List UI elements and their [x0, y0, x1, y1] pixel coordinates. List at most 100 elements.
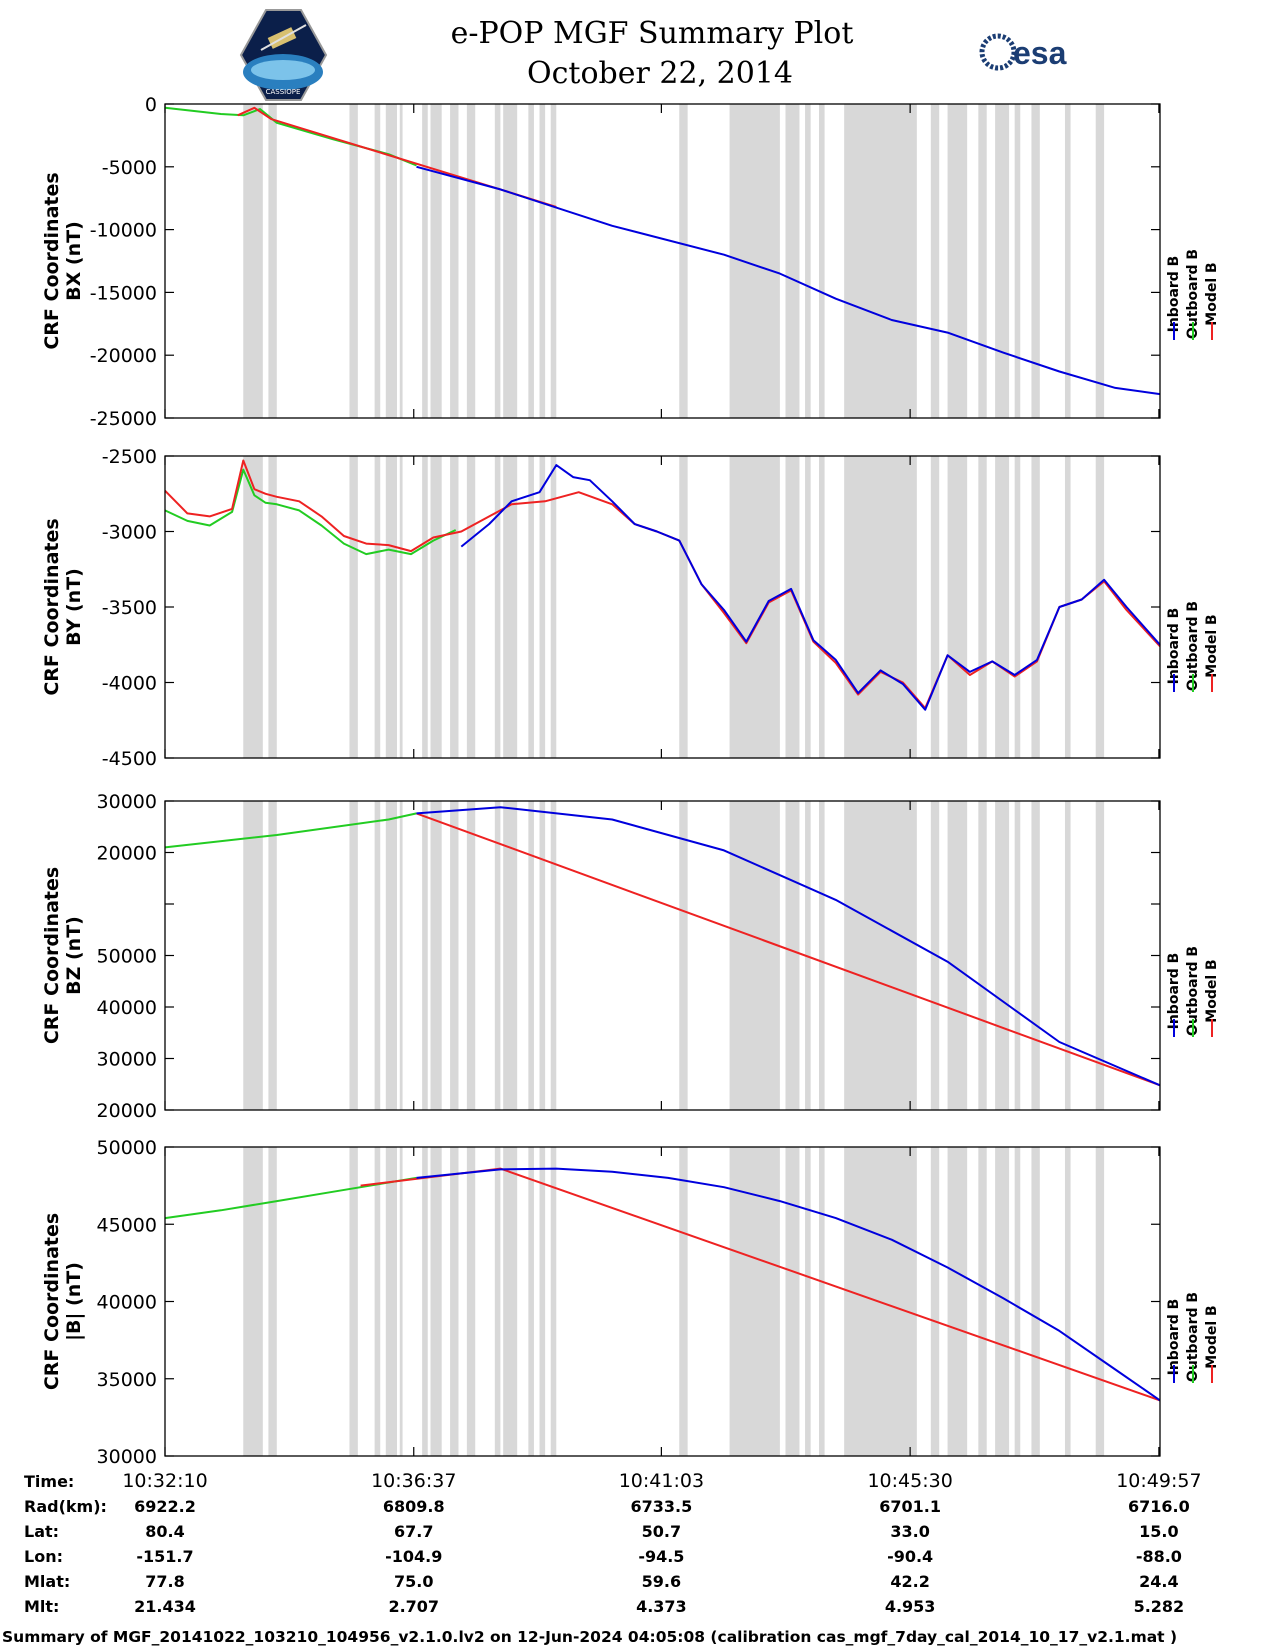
gap-band	[805, 1147, 811, 1456]
gap-band	[995, 1147, 1010, 1456]
gap-band	[679, 456, 688, 758]
gap-band	[1095, 1147, 1105, 1456]
gap-band	[422, 104, 428, 418]
gap-band	[1064, 1147, 1071, 1456]
gap-band	[930, 456, 940, 758]
gap-band	[430, 801, 442, 1110]
gap-band	[494, 456, 501, 758]
plot-frame	[164, 455, 1161, 759]
title-line1: e-POP MGF Summary Plot	[451, 16, 854, 51]
y-tick-label: 35000	[97, 1369, 157, 1391]
gap-band	[374, 104, 381, 418]
orbit-cell-lat: 80.4	[145, 1522, 184, 1541]
y-tick-label: -20000	[90, 345, 157, 367]
x-tick-labels: 10:32:10 10:36:37 10:41:03 10:45:30 10:49:57	[122, 1470, 1201, 1492]
gap-band	[385, 456, 397, 758]
gap-band	[947, 801, 968, 1110]
orbit-cell-lon: -90.4	[887, 1547, 933, 1566]
gap-band	[1064, 104, 1071, 418]
orbit-cell-lon: -151.7	[136, 1547, 193, 1566]
gap-band	[550, 456, 557, 758]
gap-band	[399, 1147, 403, 1456]
gap-band	[494, 104, 501, 418]
gap-band	[494, 801, 501, 1110]
y-axis-label-line2: BX (nT)	[63, 221, 85, 301]
gap-band	[466, 1147, 476, 1456]
orbit-cell-mlt: 2.707	[388, 1597, 439, 1616]
orbit-cell-lat: 15.0	[1139, 1522, 1178, 1541]
gap-band	[819, 1147, 825, 1456]
gap-band	[422, 456, 428, 758]
gap-band	[399, 104, 403, 418]
gap-band	[430, 1147, 442, 1456]
y-tick-label: 30000	[97, 1049, 157, 1071]
y-tick-label: 30000	[97, 791, 157, 813]
gap-band	[930, 104, 940, 418]
esa-logo: esa	[979, 33, 1067, 71]
orbit-cell-rad: 6701.1	[879, 1497, 941, 1516]
y-tick-label: -4000	[102, 673, 157, 695]
gap-band	[1095, 104, 1105, 418]
y-tick-label: 20000	[97, 1100, 157, 1122]
orbit-table: Time: Rad(km): 6922.2 6809.8 6733.5 6701.1 671…	[24, 1472, 1190, 1616]
gap-band	[494, 1147, 501, 1456]
y-tick-label: -4500	[102, 748, 157, 770]
orbit-cell-mlat: 24.4	[1139, 1572, 1178, 1591]
plot-frame	[164, 103, 1161, 419]
gap-band	[243, 1147, 263, 1456]
plot-frame	[164, 1146, 1161, 1457]
orbit-cell-mlat: 77.8	[145, 1572, 184, 1591]
y-axis-label-line1: CRF Coordinates	[41, 867, 63, 1044]
gap-band	[466, 801, 476, 1110]
orbit-cell-mlt: 4.373	[636, 1597, 687, 1616]
gap-band	[450, 801, 459, 1110]
gap-band	[528, 456, 534, 758]
y-tick-label: -3500	[102, 597, 157, 619]
series-line-outboard-b	[164, 468, 457, 556]
gap-band	[995, 801, 1010, 1110]
orbit-cell-mlt: 4.953	[885, 1597, 936, 1616]
gap-band	[1031, 1147, 1040, 1456]
gap-band	[268, 801, 277, 1110]
gap-band	[947, 104, 968, 418]
y-tick-label: 50000	[97, 946, 157, 968]
y-tick-label: -25000	[90, 408, 157, 430]
gap-band	[349, 104, 358, 418]
gap-band	[466, 456, 476, 758]
gap-band	[450, 1147, 459, 1456]
gap-band	[399, 456, 403, 758]
gap-band	[805, 456, 811, 758]
gap-band	[528, 801, 534, 1110]
gap-band	[385, 104, 397, 418]
gap-band	[995, 456, 1010, 758]
bz-panel: 30000 20000 50000 40000 30000 20000 CRF Coordi…	[41, 791, 1220, 1122]
gap-band	[430, 104, 442, 418]
gap-band	[844, 801, 917, 1110]
y-tick-label: 0	[145, 94, 157, 116]
orbit-cell-lat: 33.0	[890, 1522, 929, 1541]
gap-band	[785, 104, 800, 418]
title-line2: October 22, 2014	[527, 56, 793, 91]
gap-band	[679, 801, 688, 1110]
orbit-cell-rad: 6733.5	[631, 1497, 693, 1516]
gap-band	[550, 801, 557, 1110]
y-axis-label-line1: CRF Coordinates	[41, 172, 63, 349]
gap-band	[947, 1147, 968, 1456]
gap-band	[1095, 456, 1105, 758]
legend-label: Inboard B	[1166, 1299, 1182, 1376]
gap-band	[268, 1147, 277, 1456]
orbit-row-label: Rad(km):	[24, 1497, 107, 1516]
y-tick-label: -3000	[102, 522, 157, 544]
by-panel: -2500 -3000 -3500 -4000 -4500 CRF Coordinates…	[41, 446, 1220, 770]
legend-label: Model B	[1204, 262, 1220, 325]
gap-band	[1031, 104, 1040, 418]
legend-label: Model B	[1204, 614, 1220, 677]
gap-band	[819, 104, 825, 418]
gap-band	[819, 456, 825, 758]
gap-band	[349, 1147, 358, 1456]
gap-band	[243, 104, 263, 418]
gap-band	[1014, 104, 1021, 418]
legend-label: Model B	[1204, 1305, 1220, 1368]
y-tick-label: 40000	[97, 997, 157, 1019]
gap-band	[679, 104, 688, 418]
